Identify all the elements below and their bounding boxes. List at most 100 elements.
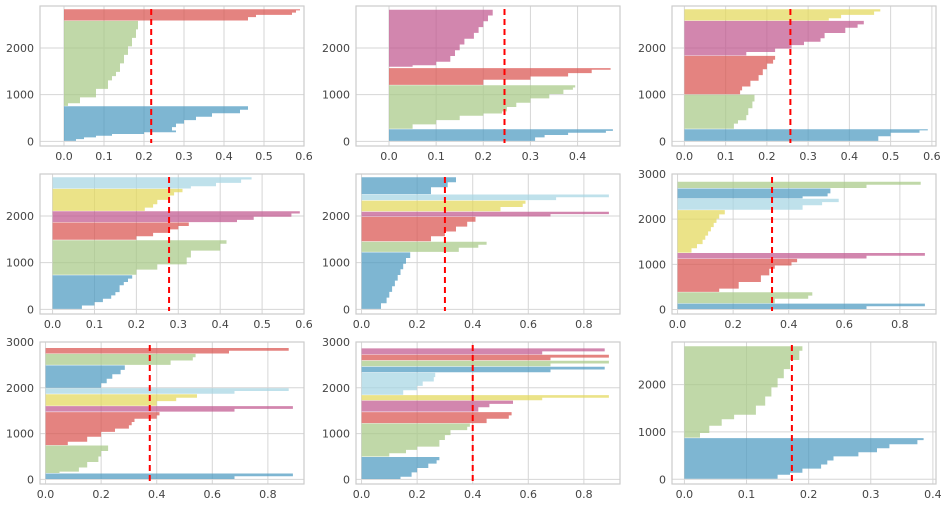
cluster-8-silhouette [677, 181, 921, 188]
cluster-3-silhouette [52, 222, 189, 240]
cluster-1-silhouette [677, 303, 925, 309]
subplot-4: 0.0 0.1 0.2 0.3 0.4 0.5 0.6 0 1000 2000 [6, 173, 313, 331]
y-tick-label: 0 [659, 303, 666, 316]
y-tick-label: 0 [27, 473, 34, 486]
subplot-1: 0.0 0.1 0.2 0.3 0.4 0.5 0.6 0 1000 2000 [6, 5, 313, 163]
cluster-3-silhouette [389, 68, 611, 85]
x-tick-label: 0.4 [464, 488, 482, 501]
y-tick-label: 1000 [6, 428, 34, 441]
y-tick-label: 2000 [638, 379, 666, 392]
x-tick-label: 0.6 [295, 318, 313, 331]
x-tick-label: 0.0 [669, 318, 687, 331]
x-tick-label: 0.4 [215, 150, 233, 163]
x-tick-label: 0.2 [724, 318, 742, 331]
y-tick-label: 0 [659, 135, 666, 148]
cluster-4-silhouette [45, 406, 293, 412]
y-tick-label: 3000 [638, 168, 666, 181]
subplot-9: 0.0 0.1 0.2 0.3 0.4 0 1000 2000 [638, 341, 942, 501]
y-tick-label: 2000 [322, 382, 350, 395]
cluster-4-silhouette [52, 211, 300, 223]
y-tick-label: 3000 [322, 336, 350, 349]
x-tick-label: 0.0 [37, 488, 55, 501]
cluster-10-silhouette [361, 348, 605, 355]
y-tick-label: 2000 [322, 42, 350, 55]
y-tick-label: 0 [27, 303, 34, 316]
x-tick-label: 0.0 [353, 488, 371, 501]
y-tick-label: 0 [343, 135, 350, 148]
x-tick-label: 0.0 [676, 488, 694, 501]
cluster-2-silhouette [361, 423, 470, 457]
cluster-2-silhouette [361, 241, 487, 252]
y-tick-label: 2000 [322, 210, 350, 223]
x-tick-label: 0.4 [924, 488, 942, 501]
x-tick-label: 0.2 [800, 488, 818, 501]
cluster-3-silhouette [361, 216, 476, 242]
cluster-5-silhouette [52, 188, 183, 211]
x-tick-label: 0.6 [204, 488, 222, 501]
x-tick-label: 0.1 [717, 150, 735, 163]
y-tick-label: 1000 [322, 428, 350, 441]
axes-frame [39, 341, 305, 485]
x-tick-label: 0.4 [148, 488, 166, 501]
cluster-5-silhouette [361, 200, 526, 212]
cluster-6-silhouette [52, 177, 252, 189]
y-tick-label: 1000 [638, 258, 666, 271]
x-tick-label: 0.6 [923, 150, 941, 163]
cluster-9-silhouette [45, 348, 289, 354]
x-tick-label: 0.0 [44, 318, 62, 331]
x-tick-label: 0.3 [862, 488, 880, 501]
cluster-5-silhouette [361, 395, 609, 401]
cluster-1-silhouette [361, 252, 411, 309]
axes-frame [355, 341, 621, 485]
x-tick-label: 0.5 [253, 318, 271, 331]
x-tick-label: 0.1 [95, 150, 113, 163]
x-tick-label: 0.5 [255, 150, 273, 163]
x-tick-label: 0.8 [575, 318, 593, 331]
cluster-6-silhouette [677, 198, 839, 210]
subplot-3: 0.0 0.1 0.2 0.3 0.4 0.5 0.6 0 1000 2000 [638, 5, 941, 163]
x-tick-label: 0.4 [464, 318, 482, 331]
x-tick-label: 0.0 [353, 318, 371, 331]
x-tick-label: 0.6 [520, 318, 538, 331]
x-tick-label: 0.2 [758, 150, 776, 163]
cluster-3-silhouette [677, 258, 798, 292]
x-tick-label: 0.2 [128, 318, 146, 331]
cluster-4-silhouette [684, 20, 864, 56]
x-tick-label: 0.2 [92, 488, 110, 501]
x-tick-label: 0.6 [836, 318, 854, 331]
y-tick-label: 1000 [638, 426, 666, 439]
cluster-8-silhouette [45, 353, 196, 365]
y-tick-label: 2000 [638, 213, 666, 226]
axes-frame [39, 173, 305, 315]
cluster-7-silhouette [677, 188, 831, 199]
cluster-1-silhouette [389, 129, 613, 141]
cluster-6-silhouette [361, 194, 609, 201]
cluster-2-silhouette [684, 346, 803, 438]
cluster-2-silhouette [52, 240, 227, 275]
x-tick-label: 0.6 [520, 488, 538, 501]
y-tick-label: 0 [343, 473, 350, 486]
y-tick-label: 0 [659, 473, 666, 486]
axes-frame [671, 173, 937, 315]
axes-frame [355, 5, 621, 147]
x-tick-label: 0.2 [408, 318, 426, 331]
y-tick-label: 1000 [6, 257, 34, 270]
x-tick-label: 0.3 [175, 150, 193, 163]
cluster-1-silhouette [684, 129, 928, 141]
cluster-1-silhouette [45, 473, 293, 479]
y-tick-label: 1000 [6, 89, 34, 102]
cluster-3-silhouette [64, 9, 300, 21]
y-tick-label: 2000 [638, 42, 666, 55]
y-tick-label: 2000 [6, 210, 34, 223]
y-tick-label: 3000 [6, 336, 34, 349]
cluster-2-silhouette [684, 94, 755, 129]
x-tick-label: 0.1 [427, 150, 445, 163]
cluster-6-silhouette [361, 372, 436, 395]
cluster-2-silhouette [45, 445, 109, 473]
cluster-2-silhouette [389, 85, 576, 129]
y-tick-label: 0 [343, 303, 350, 316]
subplot-2: 0.0 0.1 0.2 0.3 0.4 0 1000 2000 [322, 5, 621, 163]
y-tick-label: 0 [27, 135, 34, 148]
x-tick-label: 0.3 [170, 318, 188, 331]
x-tick-label: 0.1 [738, 488, 756, 501]
